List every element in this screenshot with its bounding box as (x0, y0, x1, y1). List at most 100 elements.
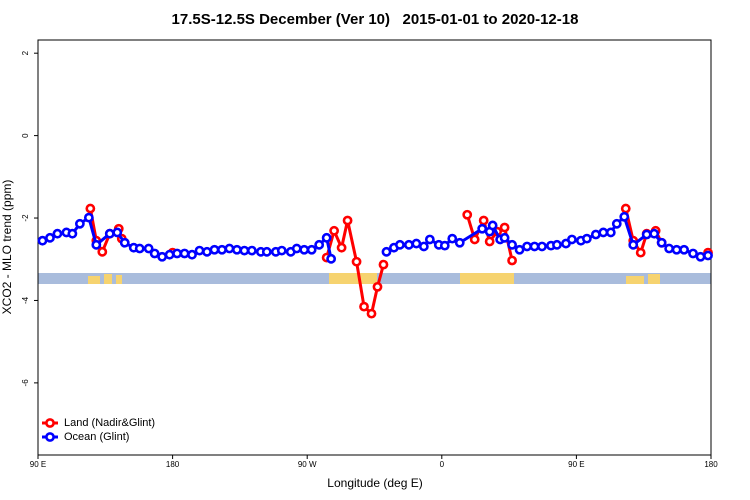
data-point (664, 243, 675, 254)
data-point (291, 243, 302, 254)
data-point (342, 215, 353, 226)
data-point (134, 243, 145, 254)
data-point (261, 246, 272, 257)
data-point (239, 245, 250, 256)
data-point (299, 244, 310, 255)
data-point (484, 236, 495, 247)
data-point (514, 244, 525, 255)
data-point (321, 232, 332, 243)
data-point (119, 237, 130, 248)
data-point (329, 225, 340, 236)
legend-label: Land (Nadir&Glint) (64, 417, 155, 429)
data-point (529, 241, 540, 252)
data-point (351, 256, 362, 267)
data-point (372, 281, 383, 292)
data-point (695, 251, 706, 262)
data-point (149, 248, 160, 259)
legend-swatch-marker (45, 432, 55, 442)
data-point (487, 220, 498, 231)
x-tick-label: 90 W (298, 460, 317, 469)
data-point (97, 246, 108, 257)
data-point (85, 203, 96, 214)
data-point (104, 228, 115, 239)
data-point (598, 227, 609, 238)
data-point (522, 241, 532, 252)
data-point (671, 244, 682, 255)
data-point (507, 255, 517, 266)
data-point (478, 215, 489, 226)
data-point (454, 237, 465, 248)
data-point (359, 301, 369, 312)
data-point (202, 246, 212, 257)
data-point (499, 232, 510, 243)
data-point (499, 222, 510, 233)
data-point (381, 246, 392, 257)
data-point (590, 229, 601, 240)
data-point (74, 218, 85, 229)
data-point (703, 250, 713, 261)
data-point (656, 237, 667, 248)
legend-swatch-marker (45, 418, 55, 428)
data-point (679, 244, 689, 255)
data-point (620, 203, 631, 214)
data-point (232, 244, 242, 255)
data-point (209, 244, 220, 255)
data-point (179, 248, 190, 259)
data-point (418, 241, 429, 252)
data-point (395, 239, 405, 250)
data-point (628, 239, 639, 250)
data-point (172, 248, 182, 259)
data-point (306, 244, 317, 255)
data-point (217, 244, 227, 255)
data-point (366, 308, 377, 319)
data-point (477, 223, 488, 234)
data-point (635, 247, 646, 258)
y-tick-label: -4 (21, 296, 30, 304)
data-point (581, 233, 592, 244)
data-point (537, 241, 547, 252)
data-point (157, 251, 168, 262)
data-point (187, 249, 197, 260)
data-point (507, 239, 517, 250)
data-point (67, 228, 78, 239)
data-point (276, 245, 287, 256)
data-point (246, 245, 257, 256)
data-point (619, 211, 630, 222)
data-point (447, 233, 458, 244)
x-axis-label: Longitude (deg E) (327, 476, 422, 490)
y-axis-label: XCO2 - MLO trend (ppm) (0, 180, 14, 315)
data-point (52, 228, 63, 239)
data-point (143, 243, 154, 254)
data-point (83, 212, 94, 223)
data-point (605, 227, 616, 238)
x-tick-label: 90 E (568, 460, 584, 469)
legend-label: Ocean (Glint) (64, 431, 129, 443)
data-point (336, 242, 347, 253)
data-point (194, 245, 205, 256)
data-point (403, 239, 414, 250)
data-point (314, 239, 325, 250)
data-point (45, 232, 55, 243)
data-point (112, 227, 123, 238)
data-point (37, 235, 48, 246)
y-tick-label: 2 (21, 50, 30, 55)
data-point (641, 229, 652, 240)
data-point (378, 259, 389, 270)
data-point (411, 238, 422, 249)
legend-item: Land (Nadir&Glint) (42, 417, 155, 429)
data-point (424, 234, 435, 245)
legend-item: Ocean (Glint) (42, 431, 129, 443)
x-tick-label: 180 (166, 460, 180, 469)
data-point (469, 234, 480, 245)
data-point (552, 239, 562, 250)
data-point (164, 249, 175, 260)
data-point (326, 253, 337, 264)
plot-frame (37, 39, 712, 456)
chart-title: 17.5S-12.5S December (Ver 10) 2015-01-01… (172, 11, 579, 28)
x-tick-label: 0 (440, 460, 445, 469)
data-point (611, 218, 622, 229)
y-tick-label: -6 (21, 379, 30, 387)
x-tick-label: 180 (704, 460, 718, 469)
data-point (567, 234, 577, 245)
